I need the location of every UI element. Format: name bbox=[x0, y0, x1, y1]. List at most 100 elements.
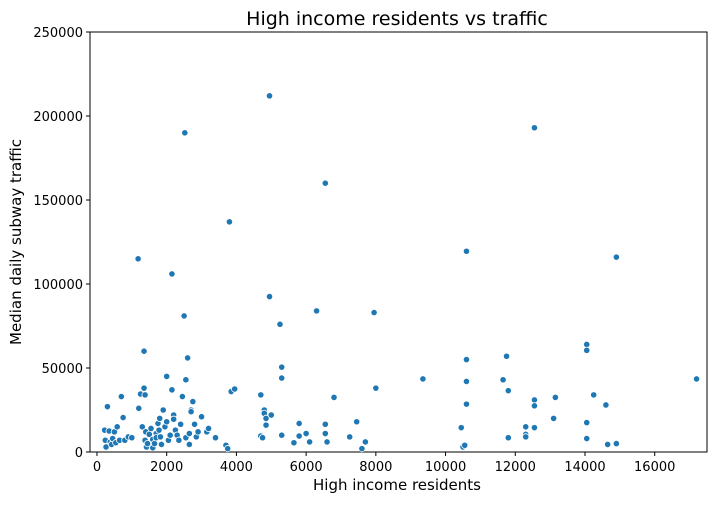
y-tick-label: 100000 bbox=[33, 278, 83, 293]
data-point bbox=[224, 445, 232, 453]
data-point bbox=[177, 420, 185, 428]
data-point bbox=[178, 392, 186, 401]
data-point bbox=[147, 424, 155, 433]
data-point bbox=[551, 393, 559, 401]
data-point bbox=[321, 420, 329, 428]
data-point bbox=[583, 340, 591, 349]
data-point bbox=[302, 429, 310, 438]
data-point bbox=[168, 386, 176, 394]
data-point bbox=[159, 406, 167, 414]
data-point bbox=[502, 352, 511, 360]
data-point bbox=[462, 400, 471, 408]
data-point bbox=[583, 418, 591, 427]
data-point bbox=[155, 426, 163, 434]
data-point bbox=[143, 439, 152, 448]
data-point bbox=[197, 413, 206, 421]
data-point bbox=[522, 433, 530, 441]
data-point bbox=[187, 408, 195, 416]
data-point bbox=[267, 411, 275, 419]
data-point bbox=[189, 397, 197, 406]
x-tick-label: 0 bbox=[93, 460, 101, 475]
data-point bbox=[278, 374, 286, 382]
data-point bbox=[163, 418, 171, 426]
data-point bbox=[150, 439, 159, 448]
data-point bbox=[353, 418, 361, 426]
data-point bbox=[163, 372, 171, 380]
data-point bbox=[321, 179, 329, 187]
y-axis: 0 50000 100000 150000 200000 250000 bbox=[33, 26, 90, 461]
data-point bbox=[372, 384, 380, 392]
data-point bbox=[530, 124, 539, 132]
data-point bbox=[182, 376, 190, 384]
x-tick-label: 6000 bbox=[290, 460, 323, 475]
y-tick-label: 50000 bbox=[42, 362, 83, 377]
data-point bbox=[157, 440, 166, 449]
data-point bbox=[140, 347, 148, 355]
x-axis-label: High income residents bbox=[313, 476, 481, 494]
data-point bbox=[504, 387, 512, 395]
data-point bbox=[166, 431, 174, 439]
x-axis: 0 2000 4000 6000 8000 10000 12000 14000 16000 bbox=[93, 452, 675, 475]
data-point bbox=[190, 420, 199, 428]
data-point bbox=[170, 415, 178, 423]
data-point bbox=[185, 440, 193, 449]
y-tick-label: 0 bbox=[75, 446, 83, 461]
data-point bbox=[457, 424, 465, 432]
x-tick-label: 10000 bbox=[425, 460, 466, 475]
data-point bbox=[138, 423, 146, 431]
data-point bbox=[462, 355, 471, 364]
data-point bbox=[323, 438, 331, 446]
data-point bbox=[295, 419, 303, 428]
data-point bbox=[312, 307, 321, 315]
data-point bbox=[278, 431, 286, 439]
data-point bbox=[358, 445, 366, 453]
x-tick-label: 8000 bbox=[359, 460, 392, 475]
data-point bbox=[265, 292, 274, 301]
data-point bbox=[295, 432, 303, 440]
data-point bbox=[462, 247, 471, 255]
y-axis-label: Median daily subway traffic bbox=[7, 139, 25, 345]
data-point bbox=[361, 438, 369, 446]
data-point bbox=[370, 308, 378, 317]
data-point bbox=[225, 218, 234, 226]
data-point bbox=[258, 434, 267, 442]
data-point bbox=[604, 440, 612, 449]
data-point bbox=[265, 92, 274, 100]
y-tick-label: 200000 bbox=[33, 110, 83, 125]
data-point bbox=[103, 403, 112, 411]
data-point bbox=[204, 424, 213, 433]
data-point bbox=[692, 375, 701, 383]
x-tick-label: 12000 bbox=[495, 460, 536, 475]
chart-title: High income residents vs traffic bbox=[246, 8, 548, 30]
data-point bbox=[262, 421, 270, 429]
data-point bbox=[590, 391, 598, 399]
data-point bbox=[530, 424, 539, 432]
data-point bbox=[278, 363, 286, 371]
y-tick-label: 250000 bbox=[33, 26, 83, 41]
data-point bbox=[462, 377, 471, 386]
x-tick-label: 14000 bbox=[564, 460, 605, 475]
data-point bbox=[330, 393, 338, 401]
data-point bbox=[181, 129, 189, 137]
data-point bbox=[346, 433, 354, 441]
x-tick-label: 4000 bbox=[220, 460, 253, 475]
data-point bbox=[113, 423, 121, 431]
y-tick-label: 150000 bbox=[33, 194, 83, 209]
data-point bbox=[583, 346, 591, 354]
data-point bbox=[134, 255, 142, 263]
data-point bbox=[135, 404, 143, 412]
data-point bbox=[504, 434, 512, 442]
data-point bbox=[499, 376, 507, 384]
data-point bbox=[306, 438, 314, 446]
data-point bbox=[117, 392, 125, 401]
x-tick-label: 2000 bbox=[150, 460, 183, 475]
data-point bbox=[180, 312, 188, 320]
data-point bbox=[141, 391, 149, 399]
x-tick-label: 16000 bbox=[634, 460, 675, 475]
plot-area-frame bbox=[89, 31, 708, 453]
data-point bbox=[461, 441, 469, 449]
data-point bbox=[550, 414, 558, 422]
data-points bbox=[101, 92, 701, 453]
